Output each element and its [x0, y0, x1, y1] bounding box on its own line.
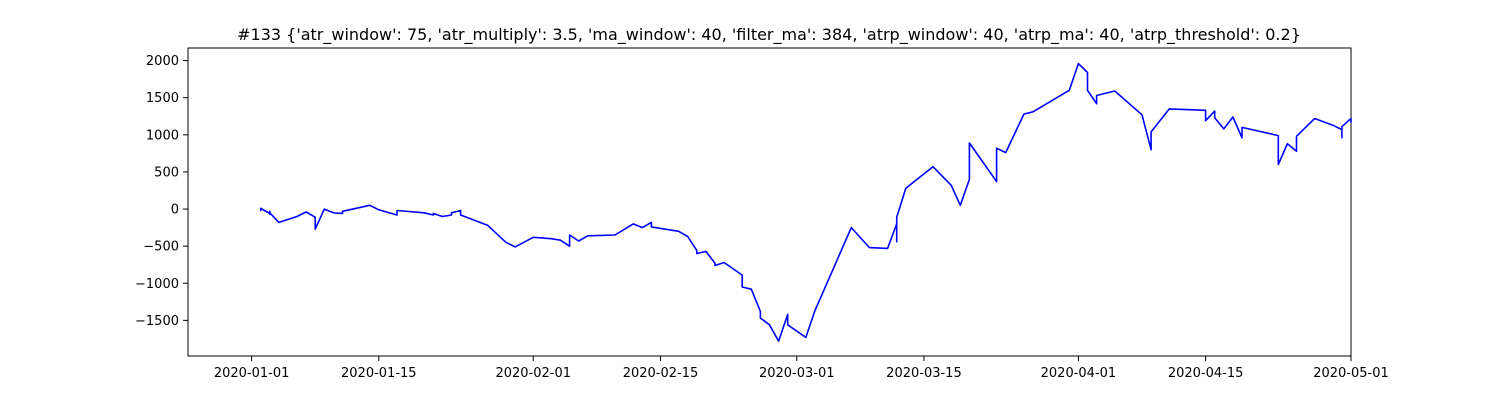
y-tick-label: −500	[143, 240, 179, 255]
chart-title: #133 {'atr_window': 75, 'atr_multiply': …	[237, 25, 1301, 45]
y-axis: 2000 1500 1000 500 0 −500 −1000 −1500	[135, 54, 188, 329]
x-tick-label: 2020-04-01	[1041, 366, 1117, 381]
series-line	[259, 62, 1352, 343]
y-tick-label: 2000	[146, 54, 179, 69]
x-tick-label: 2020-01-01	[214, 366, 290, 381]
x-axis: 2020-01-01 2020-01-15 2020-02-01 2020-02-15…	[214, 356, 1389, 381]
x-tick-label: 2020-02-15	[623, 366, 699, 381]
x-tick-label: 2020-04-15	[1168, 366, 1244, 381]
x-tick-label: 2020-01-15	[341, 366, 417, 381]
x-tick-label: 2020-02-01	[495, 366, 571, 381]
y-tick-label: 0	[171, 203, 179, 218]
y-tick-label: −1500	[135, 314, 179, 329]
y-tick-label: 1000	[146, 128, 179, 143]
y-tick-label: −1000	[135, 277, 179, 292]
x-tick-label: 2020-05-01	[1313, 366, 1389, 381]
x-tick-label: 2020-03-01	[759, 366, 835, 381]
plot-area-frame	[187, 47, 1352, 357]
y-tick-label: 1500	[146, 91, 179, 106]
series-layer	[259, 62, 1352, 343]
x-tick-label: 2020-03-15	[886, 366, 962, 381]
y-tick-label: 500	[154, 165, 179, 180]
